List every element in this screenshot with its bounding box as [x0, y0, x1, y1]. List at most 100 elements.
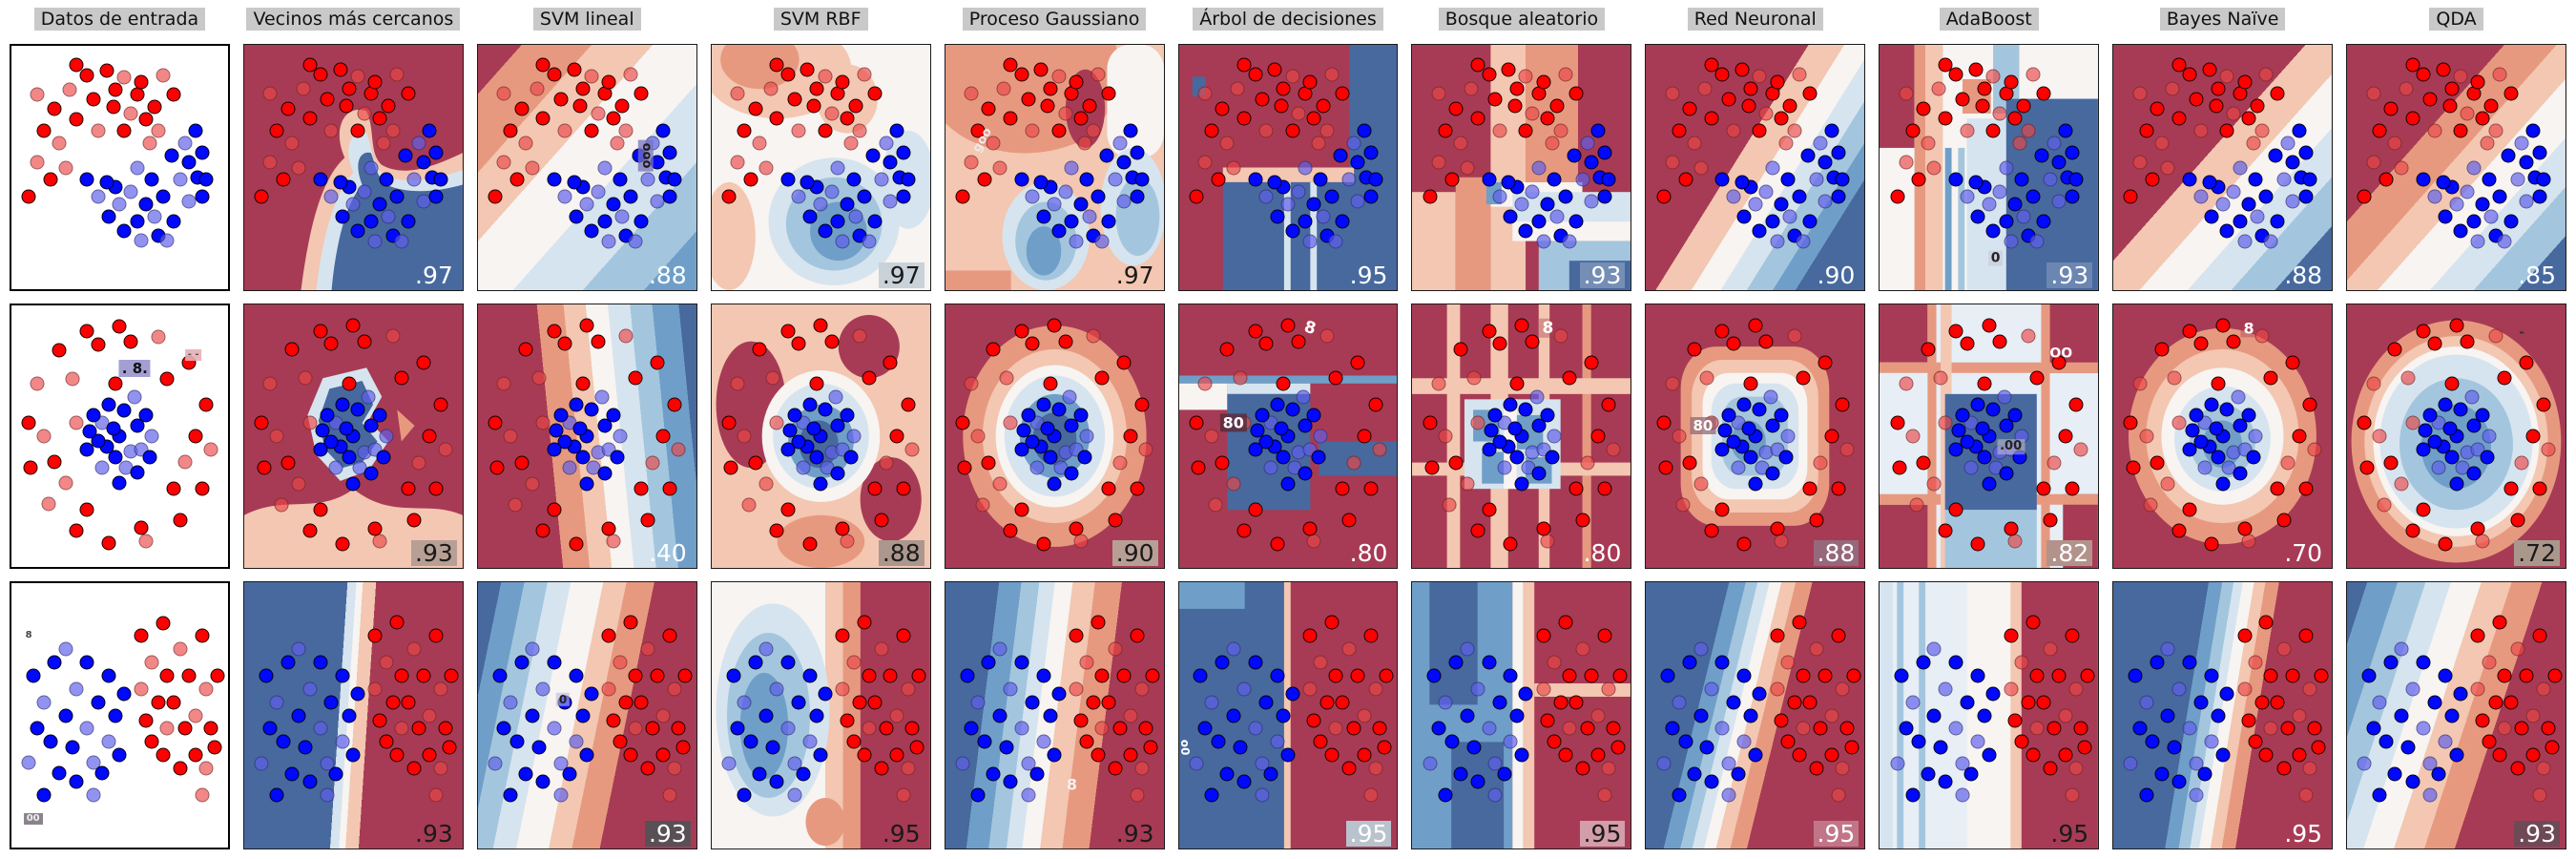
data-point-red — [280, 455, 296, 471]
data-point-blue — [1051, 686, 1067, 702]
data-point-blue — [1487, 756, 1503, 771]
data-point-blue — [737, 787, 752, 803]
data-point-red — [584, 69, 599, 84]
data-point-blue — [2204, 397, 2219, 412]
data-point-red — [1846, 668, 1861, 683]
data-point-blue — [276, 734, 291, 749]
data-point-blue — [1985, 223, 2001, 239]
data-point-red — [166, 481, 181, 496]
data-point-blue — [1226, 708, 1241, 723]
data-point-red — [1601, 397, 1616, 412]
data-point-blue — [2215, 197, 2231, 212]
data-point-red — [547, 67, 562, 82]
data-point-red — [2460, 334, 2475, 349]
data-point-red — [385, 328, 401, 344]
data-point-blue — [597, 160, 613, 175]
data-point-blue — [1693, 708, 1709, 723]
data-point-blue — [1043, 708, 1057, 723]
data-point-red — [1597, 481, 1612, 496]
data-point-red — [257, 460, 271, 475]
data-point-red — [2051, 355, 2067, 370]
data-point-red — [1350, 668, 1365, 683]
data-point-red — [496, 86, 511, 101]
data-point-blue — [1064, 418, 1079, 433]
data-point-red — [1568, 481, 1584, 496]
data-point-red — [628, 721, 643, 736]
data-point-red — [1319, 695, 1335, 710]
data-point-red — [1274, 98, 1289, 114]
data-point-blue — [2241, 197, 2256, 212]
data-point-blue — [1211, 734, 1226, 749]
data-point-blue — [1960, 434, 1975, 450]
data-point-red — [2541, 442, 2556, 457]
data-point-blue — [579, 476, 594, 492]
data-point-red — [1665, 155, 1680, 170]
data-point-blue — [1818, 155, 1833, 170]
data-point-red — [508, 497, 523, 513]
data-point-blue — [1487, 408, 1503, 423]
data-point-blue — [411, 136, 426, 151]
data-point-blue — [1963, 460, 1979, 475]
data-point-blue — [1536, 234, 1551, 249]
data-point-blue — [1503, 734, 1518, 749]
data-point-red — [1341, 513, 1357, 528]
data-point-red — [2292, 708, 2307, 723]
data-point-blue — [30, 721, 45, 736]
data-point-blue — [584, 686, 599, 702]
data-point-blue — [1982, 476, 1997, 492]
data-point-blue — [130, 160, 145, 175]
data-point-red — [1558, 615, 1573, 630]
data-point-red — [1101, 86, 1116, 101]
data-point-red — [671, 442, 686, 457]
data-point-red — [1189, 189, 1204, 204]
data-point-red — [151, 695, 166, 710]
data-point-red — [1835, 761, 1850, 776]
data-point-blue — [2470, 234, 2485, 249]
data-point-red — [2545, 740, 2560, 755]
data-point-blue — [2492, 189, 2507, 204]
score-label: .93 — [2514, 820, 2560, 847]
data-point-blue — [1748, 476, 1763, 492]
data-point-red — [2357, 415, 2372, 430]
data-point-red — [2514, 721, 2529, 736]
data-point-blue — [269, 695, 284, 710]
data-point-red — [101, 535, 116, 551]
data-point-blue — [1721, 756, 1736, 771]
data-point-blue — [791, 189, 806, 204]
data-point-red — [1665, 376, 1680, 391]
data-point-blue — [796, 460, 811, 475]
data-point-red — [262, 86, 278, 101]
data-point-red — [1802, 695, 1818, 710]
data-point-blue — [177, 136, 193, 151]
data-point-red — [438, 721, 452, 736]
data-point-red — [1302, 74, 1318, 90]
data-point-blue — [364, 418, 379, 433]
data-point-red — [1215, 101, 1230, 116]
data-point-blue — [2034, 148, 2049, 163]
data-point-red — [2470, 521, 2485, 536]
data-point-blue — [2536, 172, 2551, 187]
data-point-blue — [328, 766, 343, 782]
data-point-red — [1357, 429, 1372, 444]
data-point-red — [867, 481, 883, 496]
data-point-red — [1236, 57, 1252, 73]
data-point-red — [1540, 534, 1555, 549]
data-point-red — [1545, 136, 1560, 151]
data-point-blue — [1302, 234, 1318, 249]
data-point-red — [2466, 86, 2482, 101]
data-point-blue — [1765, 466, 1780, 481]
data-point-red — [1536, 628, 1551, 643]
data-point-blue — [323, 695, 339, 710]
data-point-blue — [492, 668, 508, 683]
data-point-red — [1470, 57, 1485, 73]
data-point-red — [2525, 708, 2541, 723]
data-point-blue — [345, 747, 361, 763]
data-point-blue — [1021, 787, 1036, 803]
data-point-blue — [79, 655, 94, 670]
data-point-blue — [2361, 668, 2377, 683]
data-point-red — [2139, 123, 2153, 138]
data-point-red — [1802, 481, 1818, 496]
data-point-red — [996, 81, 1011, 96]
data-point-red — [1992, 334, 2007, 349]
data-point-red — [2241, 111, 2256, 126]
